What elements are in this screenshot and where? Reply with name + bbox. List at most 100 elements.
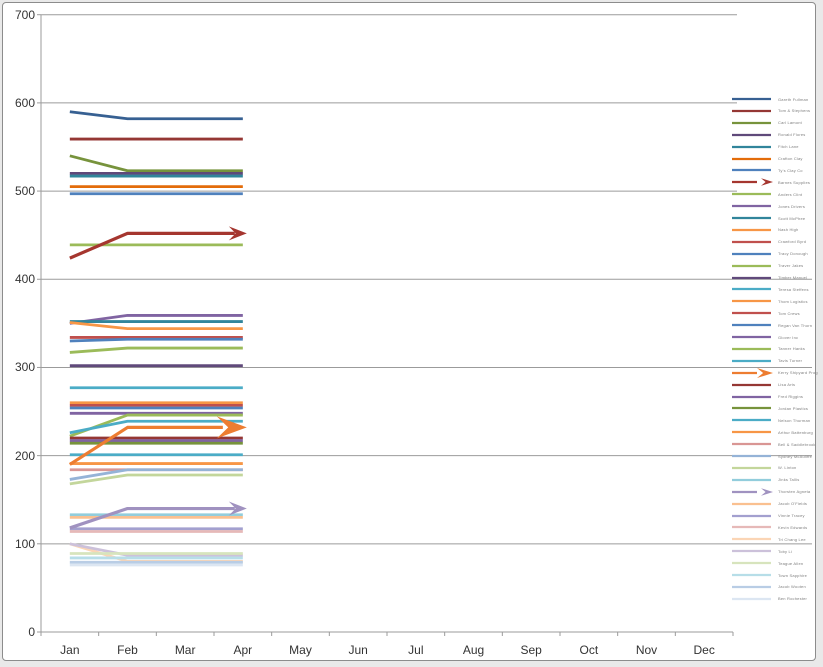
legend-label: Jacob Wooten — [778, 584, 806, 590]
legend-item[interactable]: Jones Drivers — [731, 201, 805, 211]
legend-item[interactable]: Jacob Wooten — [731, 582, 806, 592]
legend-item[interactable]: Town Sapphire — [731, 570, 807, 580]
legend-item[interactable]: Jinks Tallis — [731, 475, 799, 485]
legend-item[interactable]: Glover Inc — [731, 332, 798, 342]
legend-item[interactable]: Scott McPhee — [731, 213, 805, 223]
legend-item[interactable]: Toby Li — [731, 546, 792, 556]
legend-label: Vinnie Tracey — [778, 513, 805, 518]
legend-item[interactable]: Lisa Arts — [731, 380, 795, 390]
legend-line-swatch — [732, 561, 771, 565]
series-line[interactable] — [69, 154, 243, 173]
y-axis-tick-label: 600 — [14, 95, 35, 110]
legend-item[interactable]: Carl Lamont — [731, 118, 802, 128]
x-axis-month-label: Jun — [348, 643, 368, 657]
legend-label: Crafton Clay — [778, 156, 803, 161]
legend-item[interactable]: Regan Van Thorn — [731, 320, 812, 330]
legend-item[interactable]: Tracy Donough — [731, 249, 808, 259]
legend-item[interactable]: Vinnie Tracey — [731, 511, 805, 521]
legend-item[interactable]: Fitch Lane — [731, 142, 799, 152]
x-axis-month-label: Aug — [462, 643, 485, 657]
legend-item[interactable]: Tom Crews — [731, 308, 800, 318]
legend-line-swatch — [732, 109, 771, 112]
x-axis-month-label: Dec — [693, 643, 715, 657]
legend-item[interactable]: Gareth Fullman — [731, 94, 808, 104]
legend-label: Tracy Donough — [778, 251, 808, 257]
legend-item[interactable]: Ben Rochester — [731, 594, 807, 604]
legend-line-swatch — [732, 538, 771, 541]
legend-label: Teresa Steffens — [778, 286, 809, 292]
legend-item[interactable]: Bell & Saddlebrook — [731, 439, 816, 449]
legend-item[interactable]: Ty's Clay Co — [731, 165, 803, 175]
series-line[interactable] — [69, 468, 243, 481]
legend-line-swatch — [732, 526, 771, 529]
legend-line-swatch — [732, 323, 771, 327]
legend-label: Anders Clint — [778, 191, 803, 197]
series-line[interactable] — [69, 419, 243, 435]
legend-label: Scott McPhee — [778, 215, 806, 221]
legend-item[interactable]: Sydney McAuliffe — [731, 451, 812, 461]
legend-line-swatch — [732, 597, 771, 600]
series-arrowhead[interactable] — [228, 226, 247, 241]
legend-item[interactable]: Tavis Turner — [731, 356, 802, 366]
legend-item[interactable]: Arthur Battenburg — [731, 427, 813, 437]
legend-item[interactable]: Nash High — [731, 225, 798, 235]
legend-item[interactable]: Timber Manuel — [731, 273, 807, 283]
legend-line-swatch — [732, 169, 771, 172]
legend-line-swatch — [732, 240, 771, 243]
legend-line-swatch — [732, 252, 771, 255]
y-axis-tick-label: 500 — [14, 184, 35, 199]
series-line[interactable] — [69, 542, 243, 557]
series-line[interactable] — [69, 321, 243, 331]
series-line[interactable] — [68, 425, 223, 466]
legend-item[interactable]: Traver Jakes — [731, 261, 803, 271]
legend-item[interactable]: Crafton Clay — [731, 154, 803, 164]
x-axis-month-label: Jan — [60, 643, 80, 657]
legend-label: Jacob O'Fields — [778, 501, 808, 507]
series-line[interactable] — [69, 314, 243, 325]
legend-item[interactable]: Thorsten Agneta — [731, 487, 810, 497]
series-line[interactable] — [69, 506, 235, 530]
legend-line-swatch — [732, 178, 773, 187]
legend-line-swatch — [732, 502, 771, 505]
legend-line-swatch — [732, 466, 771, 469]
legend-item[interactable]: Jacob O'Fields — [731, 499, 807, 509]
legend-item[interactable]: Fred Riggins — [731, 392, 803, 402]
legend-item[interactable]: Teague Allen — [731, 558, 803, 568]
series-arrowhead[interactable] — [216, 416, 247, 439]
legend-item[interactable]: Barnes Supplies — [731, 177, 810, 187]
legend-label: Teague Allen — [778, 560, 804, 566]
legend-item[interactable]: Tri Chang Lee — [731, 534, 806, 544]
legend-item[interactable]: Nelson Thurman — [731, 415, 810, 425]
legend-label: Jones Drivers — [778, 203, 806, 209]
series-line[interactable] — [69, 346, 243, 354]
legend-line-swatch — [732, 442, 771, 446]
legend-label: Sydney McAuliffe — [778, 453, 813, 459]
legend-item[interactable]: Tanner Hanks — [731, 344, 805, 354]
series-line[interactable] — [69, 337, 243, 343]
legend-arrowhead — [761, 178, 773, 187]
legend-item[interactable]: Jordan Plastics — [731, 403, 808, 413]
legend-item[interactable]: Ronald Flores — [731, 130, 806, 140]
legend-item[interactable]: Teresa Steffens — [731, 284, 809, 294]
legend-item[interactable]: Tom & Stephens — [731, 106, 810, 116]
legend-item[interactable]: Kevin Edwards — [731, 522, 807, 532]
legend-item[interactable]: Kerry Shipyard Prog — [731, 367, 818, 378]
legend-item[interactable]: Anders Clint — [731, 189, 802, 199]
legend-item[interactable]: Crawford Byrd — [731, 237, 806, 247]
legend-line-swatch — [732, 97, 771, 101]
legend-item[interactable]: Thom Logistics — [731, 296, 808, 306]
legend-label: Kerry Shipyard Prog — [778, 370, 818, 376]
legend-line-swatch — [732, 157, 771, 160]
series-line[interactable] — [69, 473, 243, 486]
legend-label: Arthur Battenburg — [778, 429, 813, 435]
legend-line-swatch — [732, 487, 773, 496]
legend-label: Barnes Supplies — [778, 179, 811, 185]
series-line[interactable] — [69, 413, 243, 438]
series-line[interactable] — [69, 231, 235, 260]
series-arrowhead[interactable] — [228, 501, 247, 516]
legend-label: Tri Chang Lee — [778, 536, 806, 542]
legend-item[interactable]: W. Linton — [731, 463, 796, 473]
legend-line-swatch — [732, 133, 771, 136]
series-line[interactable] — [69, 110, 243, 121]
